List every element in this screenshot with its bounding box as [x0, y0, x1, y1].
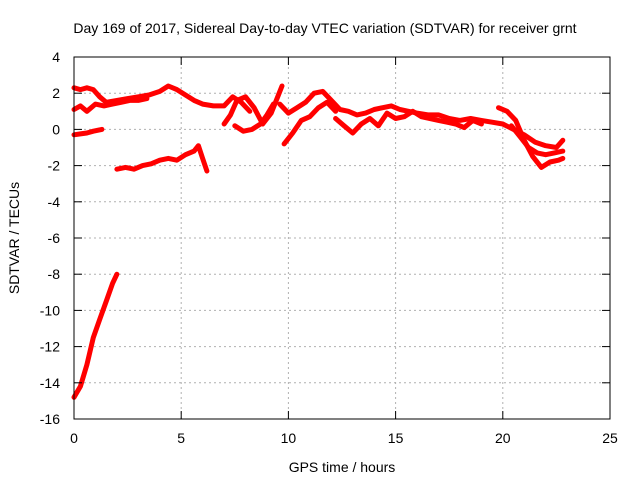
y-tick-label: -4	[48, 194, 61, 210]
x-tick-label: 0	[70, 430, 78, 446]
series-line-6	[221, 83, 285, 127]
x-tick-label: 10	[281, 430, 297, 446]
y-tick-label: 2	[52, 85, 60, 101]
series-line-4	[71, 96, 150, 114]
y-tick-label: 0	[52, 121, 60, 137]
x-tick-label: 20	[495, 430, 511, 446]
x-axis-label: GPS time / hours	[289, 459, 396, 475]
series-line-12	[508, 123, 566, 158]
y-tick-label: -16	[40, 411, 60, 427]
series-line-11	[496, 105, 566, 170]
series-line-3	[71, 83, 253, 114]
y-tick-label: -6	[48, 230, 61, 246]
x-tick-label: 5	[177, 430, 185, 446]
y-tick-label: 4	[52, 49, 60, 65]
series-layer	[71, 83, 566, 400]
y-tick-label: -10	[40, 302, 60, 318]
chart-title: Day 169 of 2017, Sidereal Day-to-day VTE…	[73, 20, 576, 36]
ticks: 0 5 10 15 20 25 -16 -14 -12 -10 -8 -6 -4 -2 0 2 4	[40, 49, 618, 446]
x-tick-label: 25	[602, 430, 618, 446]
y-tick-label: -12	[40, 339, 60, 355]
y-tick-label: -14	[40, 375, 60, 391]
y-axis-label: SDTVAR / TECUs	[6, 182, 22, 294]
series-line-7	[232, 101, 276, 134]
y-tick-label: -8	[48, 266, 61, 282]
series-line-10	[333, 108, 484, 136]
series-line-2	[71, 126, 105, 138]
series-line-9	[281, 99, 339, 147]
y-tick-label: -2	[48, 158, 61, 174]
x-tick-label: 15	[388, 430, 404, 446]
series-line-5	[114, 143, 210, 174]
series-line-1	[71, 271, 120, 400]
